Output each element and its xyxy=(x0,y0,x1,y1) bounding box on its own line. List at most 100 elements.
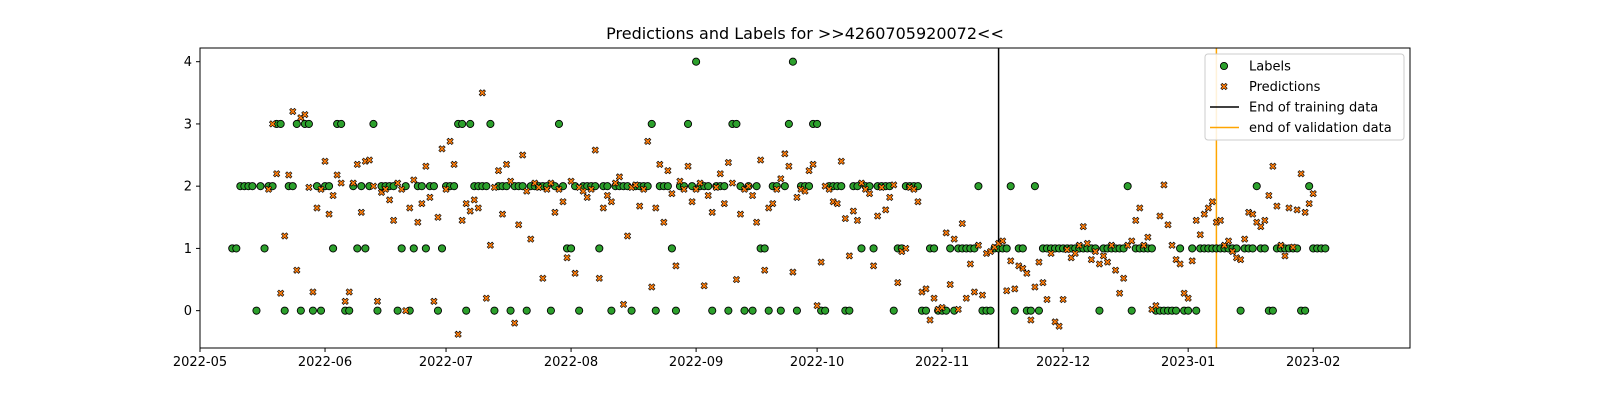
label-point xyxy=(308,306,317,315)
label-point xyxy=(1026,306,1035,315)
prediction-point xyxy=(1160,181,1168,189)
x-tick-label: 2022-05 xyxy=(173,355,227,370)
prediction-point xyxy=(648,283,656,291)
prediction-point xyxy=(527,235,535,243)
label-point xyxy=(821,306,830,315)
label-point xyxy=(704,182,713,191)
label-point xyxy=(1127,306,1136,315)
label-point xyxy=(373,306,382,315)
prediction-point xyxy=(1180,289,1188,297)
prediction-point xyxy=(1128,237,1136,245)
prediction-point xyxy=(656,160,664,169)
prediction-point xyxy=(890,181,898,189)
label-point xyxy=(1123,182,1132,191)
label-point xyxy=(1305,182,1314,191)
legend: Labels Predictions End of training data end… xyxy=(1204,53,1405,141)
prediction-point xyxy=(688,198,696,206)
prediction-point xyxy=(357,208,365,216)
prediction-point xyxy=(1107,241,1116,249)
x-tick-label: 2022-10 xyxy=(790,355,844,370)
prediction-point xyxy=(1055,322,1063,330)
label-point xyxy=(974,182,983,191)
prediction-point xyxy=(914,198,922,206)
prediction-point xyxy=(309,288,317,296)
prediction-point xyxy=(982,249,991,258)
label-point xyxy=(546,306,555,315)
prediction-point xyxy=(523,187,531,195)
label-point xyxy=(458,119,467,128)
prediction-point xyxy=(1047,249,1055,258)
label-point xyxy=(813,119,822,128)
label-point xyxy=(845,306,854,315)
prediction-point xyxy=(1277,241,1285,249)
prediction-point xyxy=(1289,243,1297,251)
prediction-point xyxy=(1111,266,1120,274)
prediction-point xyxy=(978,291,987,299)
prediction-point xyxy=(1099,252,1108,260)
prediction-point xyxy=(595,274,603,282)
legend-label: Predictions xyxy=(1249,80,1321,95)
prediction-point xyxy=(389,216,398,225)
label-point xyxy=(518,182,527,191)
prediction-point xyxy=(446,137,454,145)
prediction-point xyxy=(1063,246,1071,254)
prediction-point xyxy=(535,183,543,192)
prediction-point xyxy=(712,183,720,192)
legend-marker xyxy=(1220,82,1228,91)
label-point xyxy=(1030,182,1039,191)
legend-item-labels: Labels xyxy=(1219,60,1291,75)
prediction-point xyxy=(365,156,374,164)
prediction-point xyxy=(886,193,894,202)
prediction-point xyxy=(1152,302,1160,310)
x-tick-label: 2023-01 xyxy=(1161,355,1215,370)
prediction-point xyxy=(619,300,628,309)
prediction-point xyxy=(676,177,684,185)
label-point xyxy=(667,244,676,253)
prediction-point xyxy=(865,190,874,198)
label-point xyxy=(482,182,491,191)
prediction-point xyxy=(1305,199,1313,208)
prediction-point xyxy=(744,182,753,190)
prediction-point xyxy=(418,199,426,208)
label-point xyxy=(276,119,285,128)
label-point xyxy=(627,306,636,315)
label-point xyxy=(1034,306,1043,315)
label-point xyxy=(567,244,576,253)
label-point xyxy=(502,182,511,191)
prediction-point xyxy=(1103,258,1112,266)
prediction-point xyxy=(264,185,273,193)
label-point xyxy=(361,244,370,253)
prediction-point xyxy=(845,252,853,260)
prediction-point xyxy=(510,319,519,327)
prediction-point xyxy=(547,179,555,187)
prediction-point xyxy=(599,204,607,212)
prediction-point xyxy=(748,191,757,200)
label-point xyxy=(486,119,495,128)
prediction-point xyxy=(466,207,474,215)
prediction-point xyxy=(317,185,325,193)
prediction-point xyxy=(1301,208,1309,216)
label-point xyxy=(708,306,717,315)
prediction-point xyxy=(769,199,777,208)
y-tick-label: 4 xyxy=(184,55,192,70)
label-point xyxy=(296,306,305,315)
prediction-point xyxy=(1188,257,1196,265)
prediction-point xyxy=(285,171,293,179)
label-point xyxy=(764,306,773,315)
prediction-point xyxy=(1120,274,1128,282)
label-point xyxy=(595,244,604,253)
prediction-point xyxy=(934,305,942,314)
legend-item-predictions: Predictions xyxy=(1220,80,1321,95)
prediction-point xyxy=(793,193,801,202)
prediction-point xyxy=(1228,247,1237,256)
label-point xyxy=(724,306,733,315)
prediction-point xyxy=(704,191,712,200)
label-point xyxy=(607,306,616,315)
prediction-point xyxy=(974,241,983,249)
y-tick-label: 3 xyxy=(184,117,192,132)
prediction-point xyxy=(1164,221,1172,229)
prediction-point xyxy=(305,183,313,192)
prediction-point xyxy=(1208,198,1216,206)
prediction-point xyxy=(1273,202,1281,210)
prediction-point xyxy=(857,179,866,187)
